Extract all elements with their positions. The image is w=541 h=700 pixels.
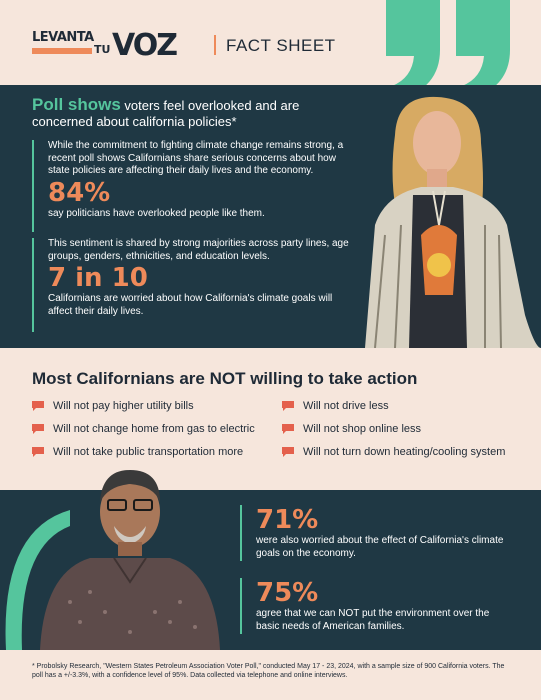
speech-bubble-icon xyxy=(32,401,44,411)
poll-headline: Poll shows voters feel overlooked and ar… xyxy=(32,95,362,130)
logo: LEVANTA TU VOZ xyxy=(32,28,202,66)
speech-bubble-icon xyxy=(282,424,294,434)
page-title: FACT SHEET xyxy=(226,36,336,55)
speech-bubble-icon xyxy=(32,424,44,434)
stat-block-7in10: This sentiment is shared by strong major… xyxy=(32,238,352,332)
logo-text-levanta: LEVANTA xyxy=(32,30,94,45)
stat-7in10: 7 in 10 xyxy=(48,263,148,293)
headline-highlight: Poll shows xyxy=(32,95,121,114)
stat-block-75: 75% agree that we can NOT put the enviro… xyxy=(240,578,510,634)
list-item-label: Will not shop online less xyxy=(303,423,422,435)
block1-stat-text: say politicians have overlooked people l… xyxy=(48,207,265,219)
logo-text-tu: TU xyxy=(94,43,111,56)
block2-stat-text: Californians are worried about how Calif… xyxy=(48,293,333,317)
stat-71: 71% xyxy=(256,505,319,535)
logo-bar xyxy=(32,48,92,54)
list-item-label: Will not take public transportation more xyxy=(53,446,244,458)
stat-71-text: were also worried about the effect of Ca… xyxy=(256,535,504,559)
quote-mark-icon xyxy=(386,0,440,100)
list-item-label: Will not change home from gas to electri… xyxy=(53,423,255,435)
stat-75: 75% xyxy=(256,578,319,608)
block1-text: While the commitment to fighting climate… xyxy=(48,140,344,176)
headline-rest: voters feel overlooked and are concerned… xyxy=(32,98,300,129)
speech-bubble-icon xyxy=(32,447,44,457)
woman-portrait xyxy=(365,96,541,348)
footnote: * Probolsky Research, "Western States Pe… xyxy=(32,663,505,679)
quote-mark-icon xyxy=(456,0,510,100)
stat-84: 84% xyxy=(48,177,111,208)
stat-block-71: 71% were also worried about the effect o… xyxy=(240,505,510,561)
header: LEVANTA TU VOZ FACT SHEET xyxy=(0,0,541,85)
decorative-arc xyxy=(5,510,70,650)
block2-text: This sentiment is shared by strong major… xyxy=(48,238,349,262)
list-item-label: Will not turn down heating/cooling syste… xyxy=(303,446,506,458)
speech-bubble-icon xyxy=(282,447,294,457)
list-item-label: Will not pay higher utility bills xyxy=(53,400,194,412)
stat-75-text: agree that we can NOT put the environmen… xyxy=(256,608,490,632)
header-divider xyxy=(214,35,216,55)
list-item-label: Will not drive less xyxy=(303,400,389,412)
action-heading: Most Californians are NOT willing to tak… xyxy=(32,369,418,388)
stat-block-84: While the commitment to fighting climate… xyxy=(32,140,352,232)
logo-text-voz: VOZ xyxy=(112,28,178,63)
man-portrait xyxy=(40,470,220,650)
speech-bubble-icon xyxy=(282,401,294,411)
